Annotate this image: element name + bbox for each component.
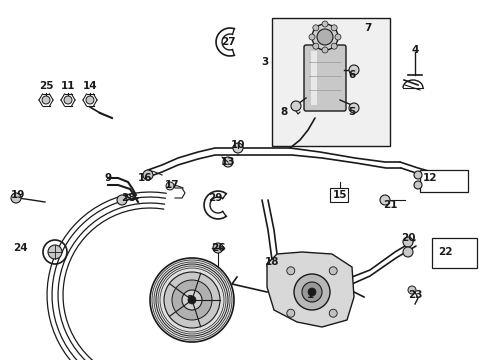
Circle shape xyxy=(142,170,153,180)
Text: 9: 9 xyxy=(104,173,111,183)
Text: 28: 28 xyxy=(121,193,135,203)
Circle shape xyxy=(321,21,327,27)
Circle shape xyxy=(302,282,321,302)
Text: 25: 25 xyxy=(39,81,53,91)
Circle shape xyxy=(172,280,212,320)
Circle shape xyxy=(286,309,294,317)
Text: 2: 2 xyxy=(186,295,193,305)
Polygon shape xyxy=(266,252,353,327)
Circle shape xyxy=(293,274,329,310)
Text: 24: 24 xyxy=(13,243,27,253)
Circle shape xyxy=(117,195,127,205)
Circle shape xyxy=(86,96,94,104)
Text: 19: 19 xyxy=(11,190,25,200)
Text: 12: 12 xyxy=(422,173,436,183)
Circle shape xyxy=(286,267,294,275)
Circle shape xyxy=(150,258,234,342)
Circle shape xyxy=(213,243,223,253)
Text: 7: 7 xyxy=(364,23,371,33)
Circle shape xyxy=(328,267,337,275)
Circle shape xyxy=(213,275,223,285)
Circle shape xyxy=(42,96,50,104)
Circle shape xyxy=(407,286,415,294)
Circle shape xyxy=(402,237,412,247)
Circle shape xyxy=(290,101,301,111)
Circle shape xyxy=(308,34,314,40)
Text: 17: 17 xyxy=(164,180,179,190)
Text: 27: 27 xyxy=(220,37,235,47)
Circle shape xyxy=(330,25,337,31)
Bar xyxy=(419,170,467,192)
Circle shape xyxy=(330,43,337,49)
Circle shape xyxy=(334,34,340,40)
FancyBboxPatch shape xyxy=(304,45,346,111)
Text: 23: 23 xyxy=(407,290,421,300)
Text: 18: 18 xyxy=(264,257,279,267)
Circle shape xyxy=(163,272,220,328)
Circle shape xyxy=(321,47,327,53)
Text: 5: 5 xyxy=(347,107,355,117)
Circle shape xyxy=(311,24,337,50)
Circle shape xyxy=(413,181,421,189)
Text: 3: 3 xyxy=(261,57,268,67)
Text: 4: 4 xyxy=(410,45,418,55)
Circle shape xyxy=(402,247,412,257)
Circle shape xyxy=(316,29,332,45)
Text: 29: 29 xyxy=(207,193,222,203)
Text: 13: 13 xyxy=(220,157,235,167)
Bar xyxy=(431,238,476,268)
Circle shape xyxy=(165,182,174,190)
Circle shape xyxy=(307,288,315,296)
Text: 8: 8 xyxy=(280,107,287,117)
Text: 26: 26 xyxy=(210,243,225,253)
Circle shape xyxy=(48,245,62,259)
Bar xyxy=(271,18,389,146)
Circle shape xyxy=(11,193,21,203)
Circle shape xyxy=(223,157,232,167)
Circle shape xyxy=(348,103,358,113)
Circle shape xyxy=(214,304,222,312)
Bar xyxy=(329,188,347,202)
Circle shape xyxy=(187,296,196,304)
Text: 15: 15 xyxy=(332,190,346,200)
Circle shape xyxy=(328,309,337,317)
Text: 22: 22 xyxy=(437,247,451,257)
Circle shape xyxy=(348,65,358,75)
Text: 20: 20 xyxy=(400,233,414,243)
Circle shape xyxy=(232,143,243,153)
Text: 11: 11 xyxy=(61,81,75,91)
Circle shape xyxy=(312,43,318,49)
Text: 1: 1 xyxy=(306,290,313,300)
Circle shape xyxy=(64,96,72,104)
Text: 16: 16 xyxy=(138,173,152,183)
Text: 14: 14 xyxy=(82,81,97,91)
Bar xyxy=(310,51,316,105)
Circle shape xyxy=(413,171,421,179)
Text: 10: 10 xyxy=(230,140,245,150)
Circle shape xyxy=(379,195,389,205)
Circle shape xyxy=(182,290,202,310)
Text: 6: 6 xyxy=(347,70,355,80)
Circle shape xyxy=(266,260,276,270)
Circle shape xyxy=(312,25,318,31)
Text: 21: 21 xyxy=(382,200,396,210)
